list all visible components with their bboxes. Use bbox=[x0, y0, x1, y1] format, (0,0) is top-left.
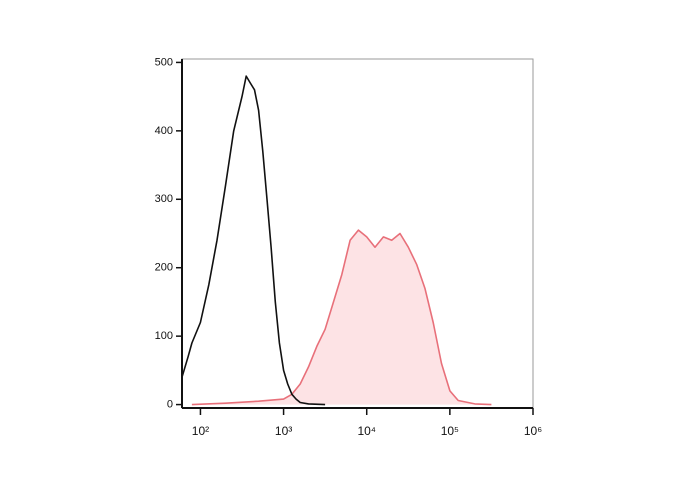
x-tick-label: 10⁶ bbox=[524, 424, 542, 438]
histogram-line bbox=[181, 75, 326, 406]
x-tick-label: 10² bbox=[192, 424, 209, 438]
y-tick-label: 100 bbox=[155, 330, 173, 342]
x-tick-label: 10⁵ bbox=[441, 424, 459, 438]
y-tick-label: 200 bbox=[155, 262, 173, 274]
histogram-line bbox=[191, 229, 492, 406]
x-tick-label: 10⁴ bbox=[357, 424, 376, 438]
y-tick-label: 0 bbox=[167, 398, 173, 410]
y-tick-label: 400 bbox=[155, 125, 173, 137]
x-tick-label: 10³ bbox=[275, 424, 292, 438]
y-tick-label: 500 bbox=[155, 56, 173, 68]
y-tick-label: 300 bbox=[155, 193, 173, 205]
histogram-area bbox=[191, 230, 492, 405]
